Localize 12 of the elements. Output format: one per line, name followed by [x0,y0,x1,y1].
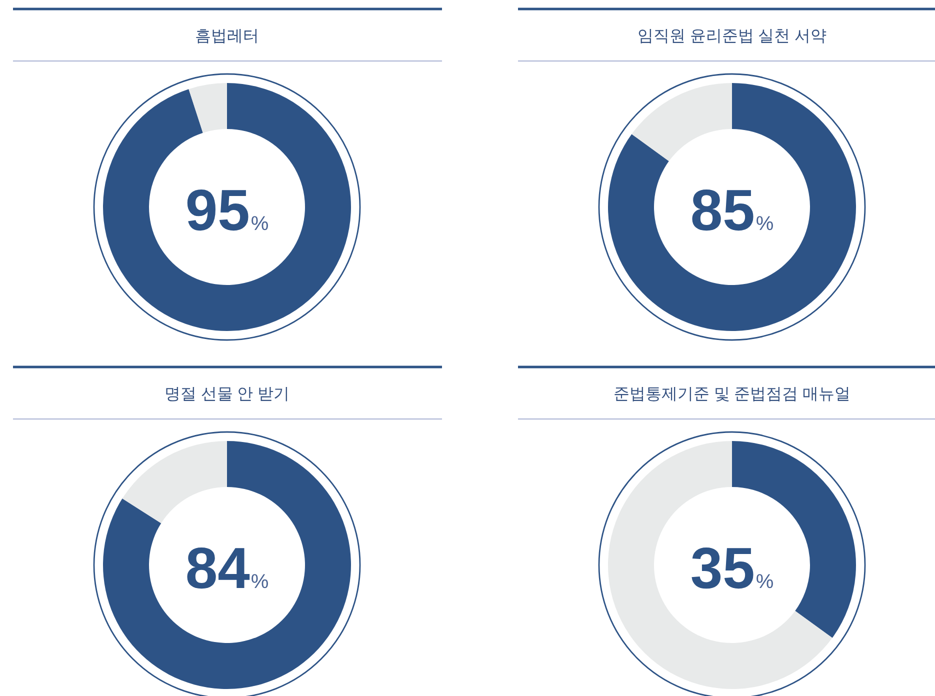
chart-title: 명절 선물 안 받기 [164,386,290,403]
donut-slice [632,83,732,162]
chart-title: 임직원 윤리준법 실천 서약 [637,28,827,45]
text: 85% [690,178,774,243]
text: 35% [690,536,774,601]
donut-slice [122,441,227,524]
text: 95% [185,178,269,243]
chart-title: 흠법레터 [195,28,259,45]
donut-slice [608,441,832,689]
text: 84% [185,536,269,601]
donut-slice [188,83,227,133]
chart-title: 준법통제기준 및 준법점검 매뉴얼 [613,386,851,403]
